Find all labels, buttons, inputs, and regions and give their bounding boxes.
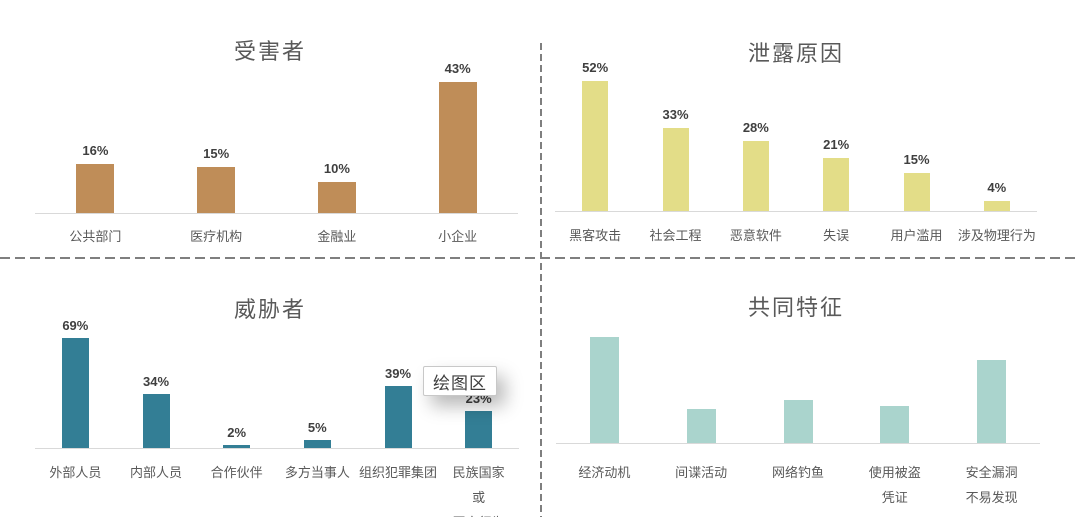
bar: [582, 81, 609, 211]
category-label: 失误: [823, 228, 850, 243]
category-label: 涉及物理行为: [957, 228, 1036, 243]
bar-value-label: 10%: [323, 161, 350, 176]
category-label: 经济动机: [578, 465, 631, 480]
bar-value-label: 15%: [203, 146, 230, 161]
bar: [742, 141, 769, 211]
bar: [662, 128, 689, 211]
category-label: 恶意软件: [729, 228, 782, 243]
bar-value-label: 34%: [142, 374, 170, 389]
bar-value-label: 4%: [987, 180, 1007, 195]
category-label: 网络钓鱼: [771, 465, 825, 480]
category-label: 合作伙伴: [210, 465, 263, 480]
x-axis-line: [35, 448, 519, 449]
bar: [438, 82, 477, 213]
category-label: 小企业: [438, 229, 478, 244]
bar-value-label: 21%: [823, 137, 850, 152]
category-label: 使用被盗 凭证: [868, 465, 921, 505]
bar: [317, 182, 356, 213]
bar: [223, 445, 251, 448]
x-axis-line: [35, 213, 518, 214]
bar-value-label: 5%: [307, 420, 327, 435]
bar: [303, 440, 331, 448]
bar: [76, 164, 115, 213]
bar: [823, 158, 850, 211]
bar: [589, 337, 619, 443]
x-axis-line: [556, 443, 1040, 444]
bar-value-label: 2%: [227, 425, 247, 440]
plot-area-tooltip: 绘图区: [423, 366, 497, 396]
category-label: 间谍活动: [675, 465, 728, 480]
bar: [142, 394, 170, 448]
vertical-dashed-divider: [540, 43, 542, 517]
category-label: 外部人员: [49, 465, 102, 480]
bar: [197, 167, 236, 213]
bar-value-label: 43%: [444, 61, 471, 76]
bar: [465, 411, 493, 448]
category-label: 安全漏洞 不易发现: [965, 465, 1018, 505]
bar: [783, 400, 813, 443]
chart-title-threat-actors: 威胁者: [233, 297, 307, 322]
bar: [61, 338, 89, 448]
bar: [686, 409, 716, 443]
bar: [903, 173, 930, 211]
chart-title-common-traits: 共同特征: [747, 295, 845, 320]
bar: [384, 386, 412, 448]
category-label: 公共部门: [69, 229, 122, 244]
chart-title-breach-causes: 泄露原因: [747, 41, 845, 66]
category-label: 社会工程: [649, 228, 702, 243]
chart-common-traits: 共同特征 经济动机 间谍活动 网络钓鱼 使用被盗 凭证 安全漏洞 不易发现: [540, 258, 1080, 517]
category-label: 金融业: [317, 229, 357, 244]
plot-area-common-traits: 经济动机 间谍活动 网络钓鱼 使用被盗 凭证 安全漏洞 不易发现: [540, 258, 1080, 517]
category-label: 民族国家或 国家行为者: [452, 465, 505, 517]
category-label: 组织犯罪集团: [358, 465, 438, 480]
bar-value-label: 33%: [662, 107, 689, 122]
plot-area-victims: 16% 公共部门 15% 医疗机构 10% 金融业 43% 小企业: [0, 0, 540, 258]
category-label: 多方当事人: [284, 465, 350, 480]
bar-value-label: 39%: [384, 366, 412, 381]
bar-value-label: 15%: [903, 152, 930, 167]
category-label: 内部人员: [129, 465, 183, 480]
chart-victims: 受害者 16% 公共部门 15% 医疗机构 10% 金融业 43% 小企业: [0, 0, 540, 258]
category-label: 黑客攻击: [569, 228, 622, 243]
chart-breach-causes: 泄露原因 52% 黑客攻击 33% 社会工程 28% 恶意软件 21% 失误 15% 用户滥用 4%…: [540, 0, 1080, 258]
bar: [880, 406, 910, 443]
bar-value-label: 69%: [62, 318, 89, 333]
x-axis-line: [555, 211, 1037, 212]
bar-value-label: 16%: [82, 143, 109, 158]
category-label: 医疗机构: [190, 229, 243, 244]
bar: [977, 360, 1007, 443]
bar-value-label: 52%: [582, 60, 609, 75]
plot-area-breach-causes: 52% 黑客攻击 33% 社会工程 28% 恶意软件 21% 失误 15% 用户滥用 4% 涉及物理行…: [540, 0, 1080, 258]
tooltip-label: 绘图区: [433, 373, 487, 393]
bar-value-label: 28%: [742, 120, 769, 135]
bar: [983, 201, 1010, 211]
category-label: 用户滥用: [890, 228, 943, 243]
chart-title-victims: 受害者: [233, 39, 307, 64]
